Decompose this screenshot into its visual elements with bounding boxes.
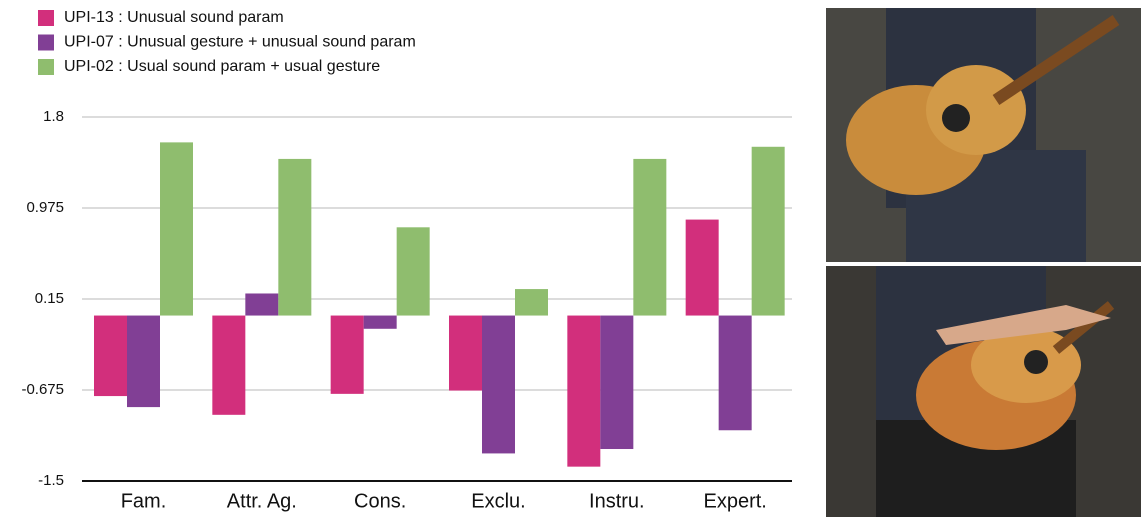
bar — [567, 315, 601, 467]
photo-bottom — [826, 266, 1141, 517]
photo-top — [826, 8, 1141, 262]
bar — [363, 315, 397, 329]
bar — [94, 315, 127, 397]
y-tick-label: -0.675 — [21, 381, 64, 398]
y-tick-label: -1.5 — [38, 472, 64, 489]
x-tick-label: Exclu. — [471, 490, 525, 512]
bar — [633, 158, 667, 316]
bar — [482, 315, 515, 454]
bar — [396, 227, 430, 316]
bar — [685, 219, 719, 316]
bar — [278, 158, 312, 316]
legend-swatch — [38, 34, 54, 51]
y-tick-label: 0.975 — [26, 199, 64, 216]
photos — [826, 8, 1141, 517]
bar — [751, 146, 785, 316]
legend-swatch — [38, 59, 54, 75]
bar — [127, 315, 160, 408]
legend-label: UPI-02 : Usual sound param + usual gestu… — [64, 58, 380, 75]
y-tick-label: 1.8 — [43, 108, 64, 125]
bar — [245, 293, 279, 316]
legend-swatch — [38, 10, 54, 26]
bar — [449, 315, 482, 391]
y-tick-label: 0.15 — [35, 290, 64, 307]
bar — [718, 315, 752, 431]
x-tick-label: Instru. — [589, 490, 645, 512]
chart: UPI-13 : Unusual sound param UPI-07 : Unu… — [21, 9, 792, 512]
x-tick-label: Attr. Ag. — [227, 490, 297, 512]
x-tick-label: Cons. — [354, 490, 406, 512]
x-tick-label: Expert. — [703, 490, 766, 512]
bar — [600, 315, 634, 450]
bar — [212, 315, 246, 415]
bar — [160, 142, 193, 316]
bar — [330, 315, 364, 394]
bar — [515, 289, 548, 316]
legend-label: UPI-13 : Unusual sound param — [64, 9, 284, 26]
legend-label: UPI-07 : Unusual gesture + unusual sound… — [64, 34, 416, 51]
x-tick-label: Fam. — [121, 490, 167, 512]
